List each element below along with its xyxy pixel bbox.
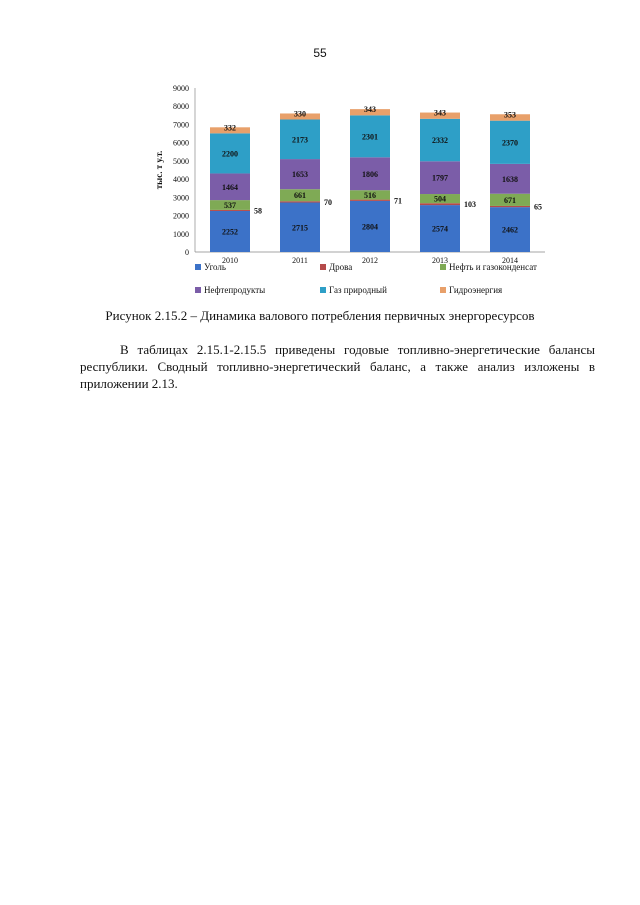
bar-segment — [280, 202, 320, 252]
bar-segment — [420, 161, 460, 195]
legend-label: Дрова — [329, 262, 352, 272]
bar-segment — [350, 157, 390, 191]
data-label: 330 — [294, 109, 306, 118]
bar-segment — [350, 190, 390, 200]
data-label: 2301 — [362, 132, 378, 141]
bar-segment — [490, 207, 530, 252]
bar-segment — [420, 118, 460, 162]
legend-swatch — [195, 264, 201, 270]
consumption-chart: 0 1000 2000 3000 4000 5000 6000 7000 8000 9000 тыс… — [150, 80, 570, 305]
x-tick-label: 2012 — [362, 256, 378, 265]
bar-segment — [420, 112, 460, 119]
bar-segment — [420, 205, 460, 252]
data-label: 2804 — [362, 222, 378, 231]
data-label: 343 — [434, 109, 446, 118]
data-label: 661 — [294, 191, 306, 200]
legend-label: Нефть и газоконденсат — [449, 262, 537, 272]
data-label: 537 — [224, 201, 236, 210]
data-label: 332 — [224, 123, 236, 132]
bar-segment — [350, 200, 390, 252]
y-tick-label: 6000 — [173, 139, 189, 148]
y-tick-label: 5000 — [173, 157, 189, 166]
y-tick-label: 2000 — [173, 212, 189, 221]
data-label: 343 — [364, 105, 376, 114]
bar-segment — [490, 120, 530, 164]
legend-swatch — [195, 287, 201, 293]
body-paragraph: В таблицах 2.15.1-2.15.5 приведены годов… — [80, 342, 595, 391]
data-label: 353 — [504, 110, 516, 119]
bar-segment — [210, 200, 250, 210]
data-label: 70 — [324, 198, 332, 207]
bar-segment — [280, 189, 320, 202]
y-tick-label: 7000 — [173, 120, 189, 129]
bar-segment — [210, 209, 250, 211]
data-label: 2462 — [502, 226, 518, 235]
data-label: 2370 — [502, 138, 518, 147]
y-axis-title: тыс. т у.т. — [154, 151, 164, 189]
stacked-bar-chart: 0 1000 2000 3000 4000 5000 6000 7000 8000 9000 тыс… — [154, 84, 545, 295]
bar-segment — [350, 199, 390, 201]
x-tick-label: 2014 — [502, 256, 518, 265]
legend-swatch — [320, 264, 326, 270]
data-label: 516 — [364, 191, 376, 200]
data-label: 103 — [464, 200, 476, 209]
legend-swatch — [320, 287, 326, 293]
y-tick-label: 1000 — [173, 230, 189, 239]
bar-segment — [280, 119, 320, 160]
bar-segment — [280, 113, 320, 120]
bar-segment — [420, 203, 460, 206]
legend-swatch — [440, 287, 446, 293]
data-label: 1638 — [502, 175, 518, 184]
x-tick-label: 2010 — [222, 256, 238, 265]
x-tick-label: 2011 — [292, 256, 308, 265]
bar-segment — [490, 205, 530, 208]
y-tick-label: 3000 — [173, 193, 189, 202]
bar-segment — [350, 109, 390, 116]
data-label: 65 — [534, 203, 542, 212]
y-tick-label: 0 — [185, 248, 189, 257]
bar-segment — [280, 201, 320, 203]
data-label: 504 — [434, 195, 446, 204]
bar-segment — [490, 193, 530, 206]
data-label: 671 — [504, 196, 516, 205]
data-label: 1464 — [222, 183, 238, 192]
data-label: 1797 — [432, 174, 448, 183]
legend-label: Уголь — [204, 262, 226, 272]
y-tick-label: 9000 — [173, 84, 189, 93]
legend-label: Гидроэнергия — [449, 285, 502, 295]
page-number: 55 — [313, 46, 327, 60]
data-label: 2252 — [222, 227, 238, 236]
data-label: 2574 — [432, 225, 448, 234]
data-label: 71 — [394, 196, 402, 205]
y-tick-label: 8000 — [173, 102, 189, 111]
data-label: 1806 — [362, 170, 378, 179]
data-label: 2173 — [292, 135, 308, 144]
x-tick-label: 2013 — [432, 256, 448, 265]
bar-segment — [210, 127, 250, 134]
legend-label: Газ природный — [329, 285, 387, 295]
data-label: 1653 — [292, 170, 308, 179]
data-label: 2200 — [222, 149, 238, 158]
data-label: 58 — [254, 206, 262, 215]
data-label: 2715 — [292, 223, 308, 232]
figure-caption: Рисунок 2.15.2 – Динамика валового потре… — [105, 308, 535, 323]
bar-segment — [420, 194, 460, 204]
legend-label: Нефтепродукты — [204, 285, 265, 295]
bar-segment — [210, 133, 250, 174]
y-tick-label: 4000 — [173, 175, 189, 184]
bar-segment — [350, 115, 390, 158]
legend-swatch — [440, 264, 446, 270]
data-label: 2332 — [432, 136, 448, 145]
bar-segment — [210, 173, 250, 201]
bar-segment — [210, 210, 250, 252]
bar-segment — [490, 163, 530, 194]
bar-segment — [490, 114, 530, 121]
bar-segment — [280, 159, 320, 190]
